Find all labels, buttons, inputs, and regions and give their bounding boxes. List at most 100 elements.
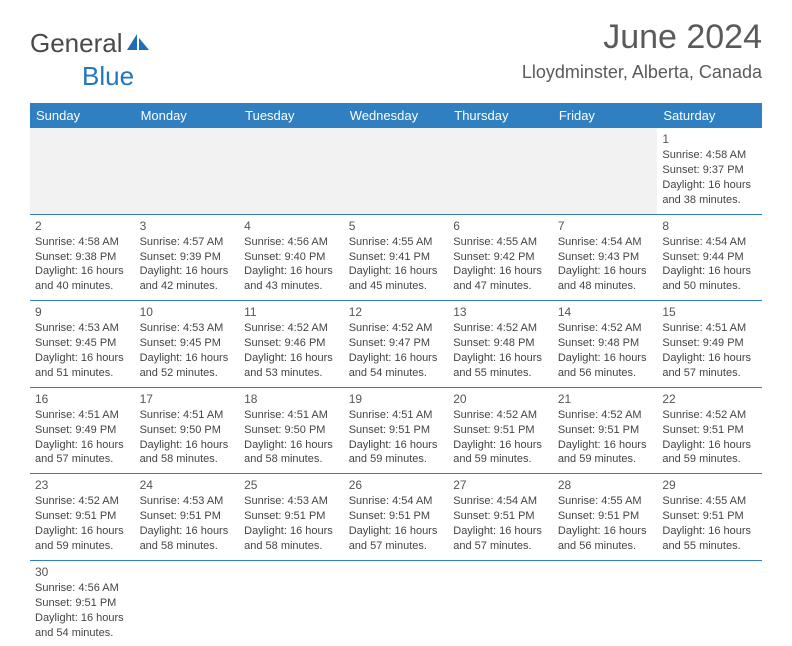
sunset-text: Sunset: 9:51 PM: [140, 509, 235, 524]
day-number: 28: [558, 477, 653, 493]
day-number: 15: [662, 304, 757, 320]
sunset-text: Sunset: 9:47 PM: [349, 336, 444, 351]
calendar-table: Sunday Monday Tuesday Wednesday Thursday…: [30, 103, 762, 646]
daylight-text: Daylight: 16 hours and 59 minutes.: [35, 524, 130, 554]
sunset-text: Sunset: 9:43 PM: [558, 250, 653, 265]
calendar-cell: 1Sunrise: 4:58 AMSunset: 9:37 PMDaylight…: [657, 128, 762, 214]
calendar-cell: [30, 128, 135, 214]
calendar-row: 23Sunrise: 4:52 AMSunset: 9:51 PMDayligh…: [30, 474, 762, 561]
sunset-text: Sunset: 9:41 PM: [349, 250, 444, 265]
sunrise-text: Sunrise: 4:53 AM: [140, 494, 235, 509]
calendar-cell: 9Sunrise: 4:53 AMSunset: 9:45 PMDaylight…: [30, 301, 135, 388]
sunrise-text: Sunrise: 4:54 AM: [662, 235, 757, 250]
sunrise-text: Sunrise: 4:54 AM: [558, 235, 653, 250]
calendar-cell: [553, 560, 658, 646]
sunrise-text: Sunrise: 4:58 AM: [35, 235, 130, 250]
calendar-cell: 22Sunrise: 4:52 AMSunset: 9:51 PMDayligh…: [657, 387, 762, 474]
calendar-cell: 27Sunrise: 4:54 AMSunset: 9:51 PMDayligh…: [448, 474, 553, 561]
sunset-text: Sunset: 9:42 PM: [453, 250, 548, 265]
calendar-cell: 18Sunrise: 4:51 AMSunset: 9:50 PMDayligh…: [239, 387, 344, 474]
brand-part1: General: [30, 28, 123, 58]
sunrise-text: Sunrise: 4:51 AM: [244, 408, 339, 423]
calendar-cell: 10Sunrise: 4:53 AMSunset: 9:45 PMDayligh…: [135, 301, 240, 388]
sunrise-text: Sunrise: 4:51 AM: [35, 408, 130, 423]
daylight-text: Daylight: 16 hours and 47 minutes.: [453, 264, 548, 294]
sunset-text: Sunset: 9:50 PM: [244, 423, 339, 438]
daylight-text: Daylight: 16 hours and 59 minutes.: [349, 438, 444, 468]
daylight-text: Daylight: 16 hours and 52 minutes.: [140, 351, 235, 381]
day-number: 22: [662, 391, 757, 407]
calendar-cell: 2Sunrise: 4:58 AMSunset: 9:38 PMDaylight…: [30, 214, 135, 301]
day-number: 6: [453, 218, 548, 234]
calendar-row: 2Sunrise: 4:58 AMSunset: 9:38 PMDaylight…: [30, 214, 762, 301]
calendar-cell: 5Sunrise: 4:55 AMSunset: 9:41 PMDaylight…: [344, 214, 449, 301]
sunrise-text: Sunrise: 4:52 AM: [662, 408, 757, 423]
day-number: 20: [453, 391, 548, 407]
daylight-text: Daylight: 16 hours and 58 minutes.: [244, 438, 339, 468]
weekday-header: Sunday: [30, 103, 135, 128]
daylight-text: Daylight: 16 hours and 58 minutes.: [244, 524, 339, 554]
calendar-cell: 4Sunrise: 4:56 AMSunset: 9:40 PMDaylight…: [239, 214, 344, 301]
daylight-text: Daylight: 16 hours and 43 minutes.: [244, 264, 339, 294]
day-number: 10: [140, 304, 235, 320]
sunset-text: Sunset: 9:51 PM: [35, 509, 130, 524]
calendar-cell: 19Sunrise: 4:51 AMSunset: 9:51 PMDayligh…: [344, 387, 449, 474]
calendar-cell: 21Sunrise: 4:52 AMSunset: 9:51 PMDayligh…: [553, 387, 658, 474]
calendar-cell: 3Sunrise: 4:57 AMSunset: 9:39 PMDaylight…: [135, 214, 240, 301]
daylight-text: Daylight: 16 hours and 58 minutes.: [140, 524, 235, 554]
calendar-row: 30Sunrise: 4:56 AMSunset: 9:51 PMDayligh…: [30, 560, 762, 646]
daylight-text: Daylight: 16 hours and 50 minutes.: [662, 264, 757, 294]
sunset-text: Sunset: 9:51 PM: [244, 509, 339, 524]
sunrise-text: Sunrise: 4:52 AM: [453, 408, 548, 423]
calendar-cell: [657, 560, 762, 646]
sunset-text: Sunset: 9:38 PM: [35, 250, 130, 265]
sunrise-text: Sunrise: 4:52 AM: [35, 494, 130, 509]
sunrise-text: Sunrise: 4:51 AM: [349, 408, 444, 423]
day-number: 18: [244, 391, 339, 407]
sunset-text: Sunset: 9:44 PM: [662, 250, 757, 265]
day-number: 17: [140, 391, 235, 407]
sunrise-text: Sunrise: 4:55 AM: [558, 494, 653, 509]
day-number: 7: [558, 218, 653, 234]
weekday-header: Friday: [553, 103, 658, 128]
weekday-header: Monday: [135, 103, 240, 128]
calendar-cell: 28Sunrise: 4:55 AMSunset: 9:51 PMDayligh…: [553, 474, 658, 561]
daylight-text: Daylight: 16 hours and 57 minutes.: [35, 438, 130, 468]
sunset-text: Sunset: 9:51 PM: [453, 423, 548, 438]
sunset-text: Sunset: 9:49 PM: [662, 336, 757, 351]
calendar-cell: [135, 128, 240, 214]
day-number: 9: [35, 304, 130, 320]
calendar-cell: 30Sunrise: 4:56 AMSunset: 9:51 PMDayligh…: [30, 560, 135, 646]
calendar-cell: 8Sunrise: 4:54 AMSunset: 9:44 PMDaylight…: [657, 214, 762, 301]
calendar-cell: 7Sunrise: 4:54 AMSunset: 9:43 PMDaylight…: [553, 214, 658, 301]
calendar-cell: [135, 560, 240, 646]
weekday-header-row: Sunday Monday Tuesday Wednesday Thursday…: [30, 103, 762, 128]
sunset-text: Sunset: 9:51 PM: [349, 509, 444, 524]
sunrise-text: Sunrise: 4:54 AM: [349, 494, 444, 509]
day-number: 12: [349, 304, 444, 320]
sunset-text: Sunset: 9:40 PM: [244, 250, 339, 265]
calendar-cell: [344, 128, 449, 214]
daylight-text: Daylight: 16 hours and 59 minutes.: [558, 438, 653, 468]
sunrise-text: Sunrise: 4:53 AM: [244, 494, 339, 509]
day-number: 2: [35, 218, 130, 234]
daylight-text: Daylight: 16 hours and 55 minutes.: [662, 524, 757, 554]
sunrise-text: Sunrise: 4:56 AM: [244, 235, 339, 250]
weekday-header: Thursday: [448, 103, 553, 128]
daylight-text: Daylight: 16 hours and 40 minutes.: [35, 264, 130, 294]
daylight-text: Daylight: 16 hours and 45 minutes.: [349, 264, 444, 294]
daylight-text: Daylight: 16 hours and 48 minutes.: [558, 264, 653, 294]
sail-icon: [125, 30, 153, 61]
sunset-text: Sunset: 9:51 PM: [558, 509, 653, 524]
day-number: 4: [244, 218, 339, 234]
sunset-text: Sunset: 9:45 PM: [140, 336, 235, 351]
sunset-text: Sunset: 9:49 PM: [35, 423, 130, 438]
day-number: 21: [558, 391, 653, 407]
weekday-header: Saturday: [657, 103, 762, 128]
calendar-cell: 25Sunrise: 4:53 AMSunset: 9:51 PMDayligh…: [239, 474, 344, 561]
calendar-cell: [448, 560, 553, 646]
daylight-text: Daylight: 16 hours and 56 minutes.: [558, 351, 653, 381]
daylight-text: Daylight: 16 hours and 56 minutes.: [558, 524, 653, 554]
calendar-cell: 26Sunrise: 4:54 AMSunset: 9:51 PMDayligh…: [344, 474, 449, 561]
day-number: 24: [140, 477, 235, 493]
